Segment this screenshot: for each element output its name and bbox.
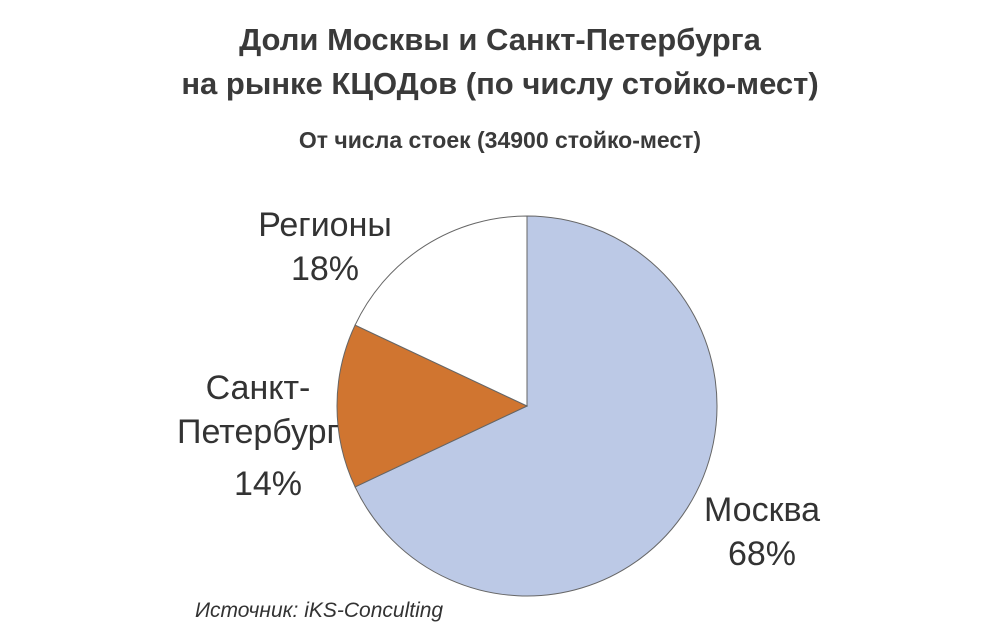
value-label: 68%: [727, 535, 797, 573]
pie-slice: [354, 215, 528, 407]
chart-title: на рынке КЦОДов (по числу стойко-мест): [181, 66, 818, 101]
category-label: Москва: [703, 491, 821, 529]
pie-slice: [354, 215, 718, 597]
slice-label: Москва 68%: [704, 488, 820, 576]
pie-slice: [336, 324, 529, 488]
category-label: Санкт-Петербург: [177, 369, 339, 451]
chart-title: Доли Москвы и Санкт-Петербурга: [239, 22, 762, 57]
slice-label: Санкт-Петербург 14%: [173, 366, 343, 506]
category-label: Регионы: [258, 206, 392, 244]
value-label: 18%: [290, 250, 360, 288]
chart-subtitle: От числа стоек (34900 стойко-мест): [299, 127, 701, 153]
value-label: 14%: [233, 465, 303, 503]
source-note: Источник: iKS-Conculting: [195, 599, 443, 622]
slice-label: Регионы 18%: [258, 203, 392, 291]
